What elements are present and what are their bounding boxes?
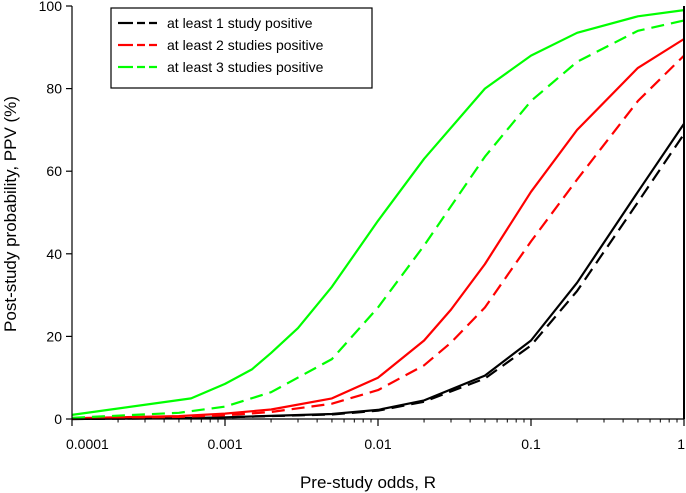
legend: at least 1 study positive at least 2 stud… xyxy=(110,7,373,89)
legend-label: at least 3 studies positive xyxy=(167,59,324,75)
x-tick-label: 1 xyxy=(677,436,685,452)
series-line-4 xyxy=(71,9,685,416)
y-tick-label: 20 xyxy=(46,328,62,344)
series-line-5 xyxy=(71,19,685,419)
x-tick-label: 0.0001 xyxy=(66,436,109,452)
y-tick-label: 80 xyxy=(46,81,62,97)
y-tick-label: 40 xyxy=(46,246,62,262)
x-tick-label: 0.1 xyxy=(521,436,541,452)
x-tick-label: 0.01 xyxy=(364,436,391,452)
ticks-layer: 0 20 40 60 80 100 0.0001 0.001 0.01 0.1 1 xyxy=(39,0,686,452)
x-tick-label: 0.001 xyxy=(207,436,242,452)
series-line-3 xyxy=(71,54,685,420)
series-line-1 xyxy=(71,133,685,421)
x-axis-title: Pre-study odds, R xyxy=(300,473,436,492)
legend-label: at least 2 studies positive xyxy=(167,37,324,53)
legend-box xyxy=(110,7,373,89)
y-axis-title: Post-study probability, PPV (%) xyxy=(1,96,20,332)
y-tick-label: 100 xyxy=(39,0,63,14)
y-tick-label: 60 xyxy=(46,163,62,179)
series-layer xyxy=(71,9,685,421)
y-tick-label: 0 xyxy=(54,411,62,427)
legend-items: at least 1 study positive at least 2 stud… xyxy=(118,15,324,75)
legend-label: at least 1 study positive xyxy=(167,15,313,31)
series-line-0 xyxy=(71,123,685,421)
series-line-2 xyxy=(71,38,685,420)
